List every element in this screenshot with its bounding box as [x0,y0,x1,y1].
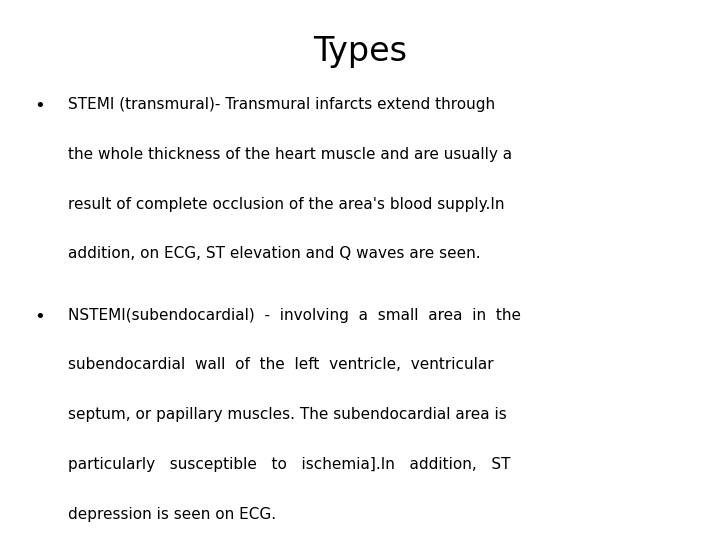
Text: STEMI (transmural)- Transmural infarcts extend through: STEMI (transmural)- Transmural infarcts … [68,97,495,112]
Text: result of complete occlusion of the area's blood supply.In: result of complete occlusion of the area… [68,197,505,212]
Text: septum, or papillary muscles. The subendocardial area is: septum, or papillary muscles. The subend… [68,407,507,422]
Text: NSTEMI(subendocardial)  -  involving  a  small  area  in  the: NSTEMI(subendocardial) - involving a sma… [68,308,521,323]
Text: subendocardial  wall  of  the  left  ventricle,  ventricular: subendocardial wall of the left ventricl… [68,357,494,373]
Text: the whole thickness of the heart muscle and are usually a: the whole thickness of the heart muscle … [68,147,513,162]
Text: •: • [35,308,45,326]
Text: particularly   susceptible   to   ischemia].In   addition,   ST: particularly susceptible to ischemia].In… [68,457,511,472]
Text: addition, on ECG, ST elevation and Q waves are seen.: addition, on ECG, ST elevation and Q wav… [68,246,481,261]
Text: depression is seen on ECG.: depression is seen on ECG. [68,507,276,522]
Text: •: • [35,97,45,115]
Text: Types: Types [313,35,407,68]
